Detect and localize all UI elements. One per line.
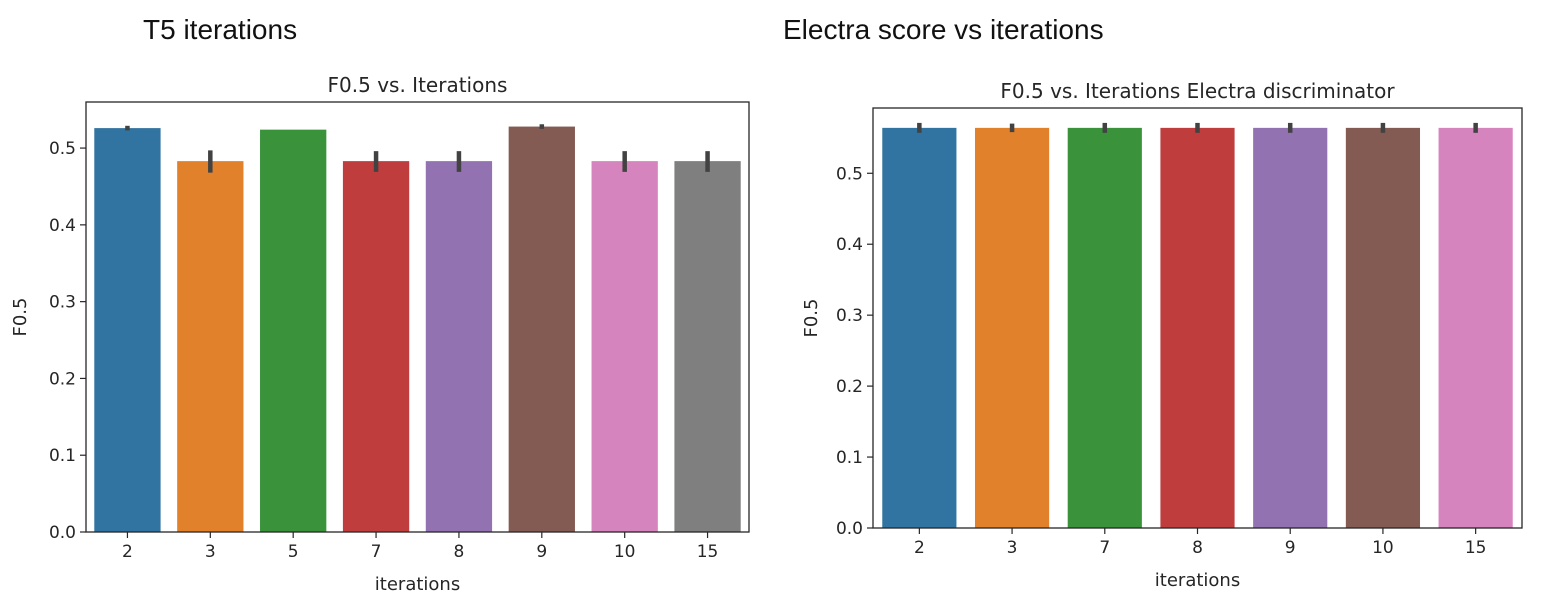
bar-9 — [508, 126, 575, 533]
bar-7 — [342, 161, 410, 532]
x-tick-label-7: 7 — [371, 542, 382, 562]
x-tick-label-5: 5 — [288, 542, 299, 562]
y-tick-label-3: 0.3 — [836, 306, 863, 326]
x-tick-label-9: 9 — [1285, 538, 1296, 558]
plot-frame — [85, 101, 750, 533]
y-tick-label-5: 0.5 — [49, 139, 76, 159]
y-tick-label-0: 0.0 — [49, 523, 76, 543]
bar-15 — [1438, 127, 1513, 528]
plot-frame — [872, 107, 1523, 529]
x-tick-label-3: 3 — [205, 542, 216, 562]
bar-8 — [425, 161, 493, 532]
chart-title: F0.5 vs. Iterations — [328, 73, 508, 97]
y-tick-label-3: 0.3 — [49, 293, 76, 313]
x-tick-label-9: 9 — [536, 542, 547, 562]
right-panel-heading: Electra score vs iterations — [783, 14, 1104, 45]
y-tick-label-4: 0.4 — [49, 216, 76, 236]
y-tick-label-4: 0.4 — [836, 235, 863, 255]
y-tick-label-5: 0.5 — [836, 164, 863, 184]
y-tick-label-2: 0.2 — [836, 377, 863, 397]
x-tick-label-3: 3 — [1007, 538, 1018, 558]
x-tick-label-15: 15 — [1465, 538, 1487, 558]
bar-2 — [882, 127, 957, 528]
bar-3 — [974, 127, 1050, 528]
y-tick-label-2: 0.2 — [49, 369, 76, 389]
bar-5 — [260, 129, 327, 532]
y-axis-label: F0.5 — [801, 299, 822, 338]
bar-9 — [1253, 127, 1328, 528]
x-tick-label-8: 8 — [1192, 538, 1203, 558]
bar-2 — [94, 128, 161, 532]
chart-title: F0.5 vs. Iterations Electra discriminato… — [1000, 79, 1395, 103]
x-tick-label-8: 8 — [454, 542, 465, 562]
y-tick-label-1: 0.1 — [836, 448, 863, 468]
y-axis-label: F0.5 — [10, 298, 31, 337]
left-panel-heading: T5 iterations — [143, 14, 298, 45]
bar-8 — [1160, 127, 1235, 528]
x-tick-label-7: 7 — [1099, 538, 1110, 558]
y-tick-label-0: 0.0 — [836, 519, 863, 539]
bar-15 — [674, 161, 741, 532]
x-axis-label: iterations — [1155, 570, 1240, 591]
x-tick-label-2: 2 — [914, 538, 925, 558]
bar-10 — [1345, 127, 1421, 528]
x-tick-label-2: 2 — [122, 542, 133, 562]
x-tick-label-15: 15 — [697, 542, 719, 562]
x-tick-label-10: 10 — [614, 542, 636, 562]
bar-3 — [177, 161, 244, 532]
bar-7 — [1067, 127, 1142, 528]
bar-10 — [591, 161, 658, 532]
x-tick-label-10: 10 — [1372, 538, 1394, 558]
y-tick-label-1: 0.1 — [49, 446, 76, 466]
x-axis-label: iterations — [375, 574, 460, 595]
